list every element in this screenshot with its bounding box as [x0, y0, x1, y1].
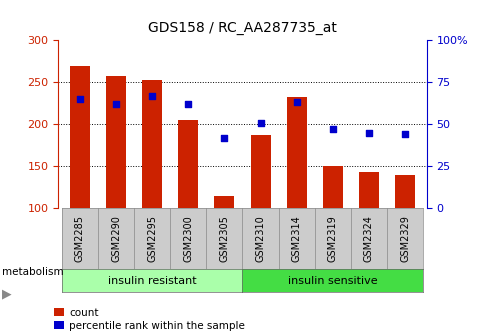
- Text: GSM2329: GSM2329: [399, 215, 409, 262]
- Text: GSM2314: GSM2314: [291, 215, 301, 262]
- Text: GSM2324: GSM2324: [363, 215, 373, 262]
- Point: [148, 93, 156, 98]
- Point: [400, 132, 408, 137]
- Point: [76, 96, 84, 102]
- Bar: [394, 175, 414, 208]
- Text: GSM2305: GSM2305: [219, 215, 229, 262]
- Point: [328, 127, 336, 132]
- Text: insulin sensitive: insulin sensitive: [287, 276, 377, 286]
- Text: GSM2295: GSM2295: [147, 215, 157, 262]
- Bar: [358, 172, 378, 208]
- Bar: [106, 77, 126, 208]
- Text: GSM2310: GSM2310: [255, 215, 265, 262]
- Legend: count, percentile rank within the sample: count, percentile rank within the sample: [54, 308, 245, 331]
- Bar: [250, 135, 270, 208]
- Bar: [178, 120, 198, 208]
- Point: [292, 100, 300, 105]
- Bar: [142, 80, 162, 208]
- Point: [112, 101, 120, 107]
- Bar: [286, 97, 306, 208]
- Point: [364, 130, 372, 135]
- Bar: [70, 66, 90, 208]
- Text: insulin resistant: insulin resistant: [107, 276, 196, 286]
- Bar: [322, 166, 342, 208]
- Point: [220, 135, 228, 140]
- Bar: [214, 196, 234, 208]
- Text: metabolism: metabolism: [2, 267, 64, 277]
- Text: GSM2290: GSM2290: [111, 215, 121, 262]
- Text: GSM2319: GSM2319: [327, 215, 337, 262]
- Text: GSM2300: GSM2300: [183, 215, 193, 262]
- Text: ▶: ▶: [2, 287, 12, 300]
- Point: [256, 120, 264, 125]
- Text: GSM2285: GSM2285: [75, 215, 85, 262]
- Title: GDS158 / RC_AA287735_at: GDS158 / RC_AA287735_at: [148, 21, 336, 35]
- Point: [184, 101, 192, 107]
